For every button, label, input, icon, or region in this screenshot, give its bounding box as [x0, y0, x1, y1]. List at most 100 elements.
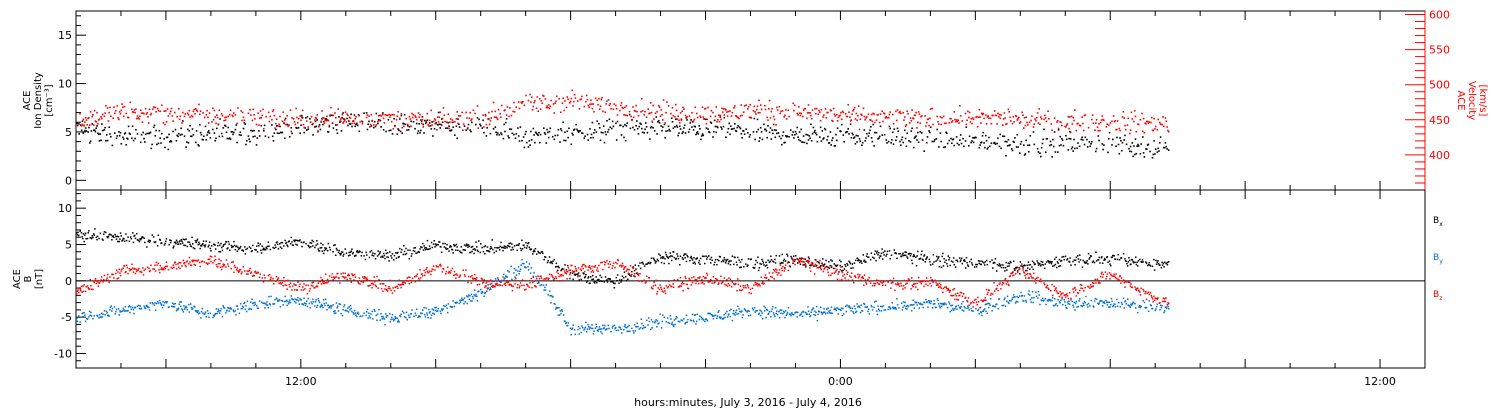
data-point [795, 132, 798, 135]
data-point [211, 121, 213, 123]
data-point [983, 308, 986, 310]
data-point [911, 259, 913, 262]
data-point [163, 138, 165, 140]
data-point [733, 263, 735, 266]
data-point [757, 128, 760, 131]
data-point [612, 325, 614, 327]
data-point [217, 265, 219, 268]
data-point [599, 105, 602, 108]
data-point [106, 236, 108, 238]
data-point [898, 253, 900, 255]
data-point [1130, 263, 1132, 265]
data-point [955, 136, 958, 138]
data-point [241, 119, 243, 122]
data-point [689, 122, 692, 124]
data-point [646, 131, 649, 134]
data-point [911, 262, 914, 265]
data-point [657, 121, 659, 123]
data-point [806, 112, 809, 114]
data-point [714, 261, 716, 264]
data-point [625, 125, 628, 127]
data-point [355, 123, 357, 126]
data-point [199, 247, 201, 250]
data-point [476, 117, 479, 119]
data-point [1154, 128, 1156, 130]
data-point [861, 262, 863, 264]
y-left-label-line: ACE [22, 91, 33, 111]
data-point [349, 309, 351, 311]
data-point [580, 331, 582, 334]
data-point [115, 235, 117, 238]
data-point [250, 301, 252, 303]
data-point [935, 260, 937, 262]
data-point [1146, 120, 1149, 123]
data-point [94, 130, 97, 133]
data-point [659, 313, 661, 315]
data-point [768, 261, 771, 264]
data-point [132, 232, 134, 234]
data-point [1034, 263, 1036, 265]
data-point [1135, 256, 1137, 258]
data-point [541, 102, 543, 105]
data-point [684, 323, 686, 325]
data-point [341, 251, 344, 253]
data-point [954, 266, 957, 268]
data-point [476, 246, 478, 248]
data-point [343, 305, 345, 308]
data-point [123, 310, 126, 312]
data-point [590, 327, 593, 330]
data-point [90, 285, 92, 287]
data-point [209, 255, 212, 257]
data-point [175, 263, 177, 266]
data-point [1075, 300, 1078, 303]
data-point [443, 246, 446, 248]
data-point [477, 250, 479, 253]
data-point [912, 117, 915, 120]
data-point [745, 128, 747, 130]
data-point [531, 109, 534, 111]
data-point [830, 306, 833, 308]
data-point [587, 326, 590, 328]
data-point [709, 115, 712, 118]
data-point [669, 130, 671, 132]
data-point [166, 300, 168, 303]
data-point [760, 263, 763, 265]
data-point [1008, 265, 1010, 267]
data-point [428, 308, 430, 311]
data-point [243, 121, 246, 124]
data-point [689, 259, 691, 262]
data-point [593, 110, 595, 113]
data-point [116, 235, 118, 238]
data-point [780, 137, 782, 140]
data-point [711, 314, 713, 316]
data-point [363, 112, 365, 114]
data-point [1101, 262, 1104, 264]
data-point [449, 118, 452, 120]
data-point [298, 240, 301, 242]
data-point [424, 313, 426, 316]
data-point [597, 103, 599, 106]
data-point [536, 282, 539, 285]
data-point [1027, 261, 1030, 263]
data-point [802, 115, 804, 118]
data-point [579, 327, 581, 330]
data-point [662, 119, 664, 121]
data-point [1042, 264, 1045, 266]
data-point [577, 274, 579, 276]
data-point [170, 140, 173, 143]
data-point [322, 123, 324, 126]
data-point [990, 142, 993, 145]
data-point [799, 114, 802, 117]
data-point [171, 115, 174, 117]
data-point [325, 119, 327, 122]
data-point [895, 136, 898, 138]
data-point [672, 251, 675, 253]
data-point [204, 311, 207, 313]
data-point [573, 128, 576, 131]
data-point [713, 130, 715, 133]
data-point [415, 116, 417, 119]
data-point [375, 112, 378, 115]
data-point [822, 312, 824, 314]
data-point [1074, 264, 1076, 266]
data-point [1088, 258, 1090, 260]
